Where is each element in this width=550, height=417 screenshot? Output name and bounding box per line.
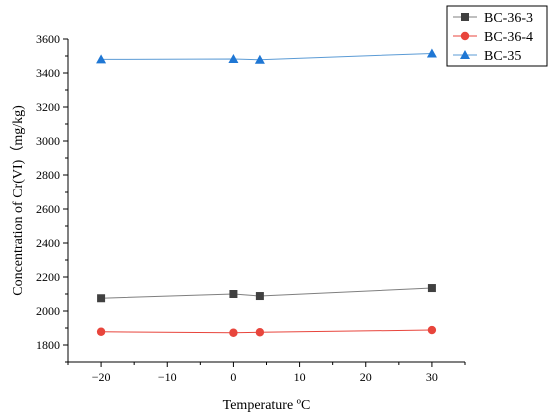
legend-label: BC-36-3: [484, 11, 533, 26]
x-tick-label: −20: [92, 370, 111, 384]
legend-marker: [460, 31, 470, 41]
y-tick-label: 3600: [36, 32, 60, 46]
data-point: [96, 327, 106, 336]
x-tick-label: 30: [426, 370, 438, 384]
data-point: [427, 325, 437, 335]
series-bc-36-4: [96, 325, 437, 337]
legend-marker: [461, 13, 469, 21]
legend-marker: [460, 50, 470, 59]
x-tick-label: 10: [294, 370, 306, 384]
y-tick-label: 3000: [36, 134, 60, 148]
axes-layer: 1800 2000 2200 2400 2600 2800 3000 3200 3400 3600…: [36, 32, 466, 384]
data-point: [228, 54, 239, 64]
data-point: [255, 292, 264, 301]
y-tick-label: 3200: [36, 100, 60, 114]
series-bc-36-3: [97, 284, 436, 303]
y-tick-label: 2400: [36, 236, 60, 250]
data-point: [426, 48, 437, 58]
data-point: [254, 54, 265, 64]
x-tick-label: 0: [230, 370, 236, 384]
series-line: [101, 287, 432, 299]
legend-label: BC-36-4: [484, 30, 533, 45]
series-line: [101, 329, 432, 334]
y-tick-label: 3400: [36, 66, 60, 80]
y-tick-label: 1800: [36, 338, 60, 352]
data-point: [229, 328, 238, 337]
data-point: [97, 294, 106, 303]
series-line: [101, 52, 432, 61]
data-point: [427, 284, 436, 293]
y-tick-label: 2200: [36, 270, 60, 284]
data-point: [96, 54, 107, 64]
y-tick-label: 2000: [36, 304, 60, 318]
x-tick-label: 20: [360, 370, 372, 384]
x-tick-label: −10: [158, 370, 177, 384]
series-layer: [96, 48, 437, 337]
data-point: [255, 328, 265, 337]
legend-label: BC-35: [484, 49, 521, 64]
series-bc-35: [96, 48, 437, 64]
y-tick-label: 2800: [36, 168, 60, 182]
data-point: [229, 290, 238, 298]
legend: BC-36-3 BC-36-4 BC-35: [446, 5, 548, 67]
y-axis-title: Concentration of Cr(VI)（mg/kg): [10, 105, 26, 296]
y-tick-label: 2600: [36, 202, 60, 216]
x-axis-title: Temperature ºC: [223, 398, 311, 413]
